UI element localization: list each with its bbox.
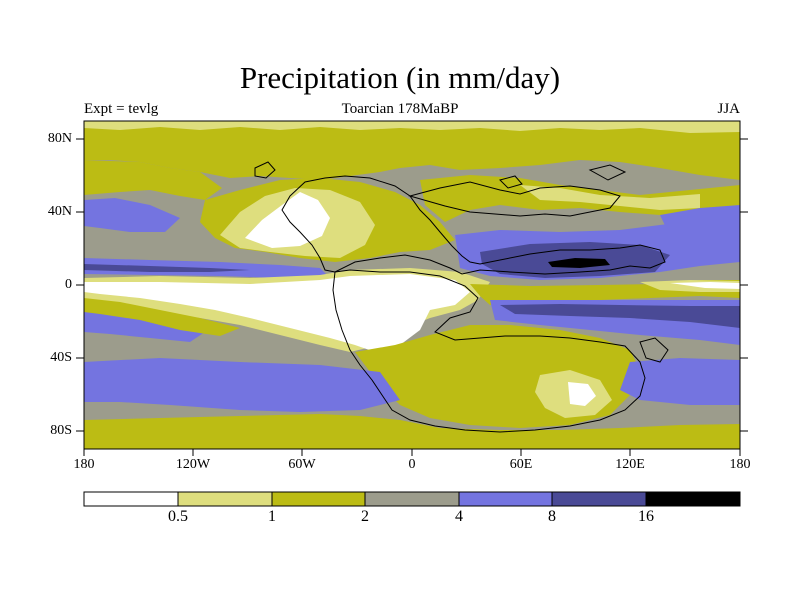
colorbar-label-8: 8 (548, 508, 556, 525)
colorbar-label-16: 16 (638, 508, 654, 525)
field-tethys-black (548, 258, 610, 268)
period-label: Toarcian 178MaBP (341, 101, 459, 117)
lat-label-40n: 40N (47, 204, 72, 219)
field-southwest-olive (84, 298, 240, 336)
colorbar-box (177, 491, 273, 507)
coastlines (254, 161, 669, 433)
field-south-midlat-blue (84, 358, 400, 412)
lon-label-120e: 120E (615, 457, 645, 472)
lon-label-120w: 120W (175, 457, 211, 472)
colorbar-box (458, 491, 553, 507)
field-southwest-blue (84, 310, 205, 342)
season-label: JJA (717, 101, 740, 117)
field-equator-white-east (670, 282, 740, 289)
colorbar-label-1: 1 (268, 508, 276, 525)
lon-label-60e: 60E (509, 457, 533, 472)
field-equator-white (84, 274, 470, 352)
lon-label-180w: 180 (73, 457, 95, 472)
lon-label-0: 0 (408, 457, 416, 472)
experiment-label: Expt = tevlg (84, 101, 159, 117)
axis-ticks (76, 138, 748, 456)
lon-label-180e: 180 (729, 457, 751, 472)
field-north-light (84, 121, 740, 133)
field-asia-light (520, 185, 700, 210)
colorbar-box (83, 491, 179, 507)
colorbar-label-0-5: 0.5 (168, 508, 188, 525)
field-north-olive (84, 121, 740, 180)
field-south-east-blue (620, 358, 740, 405)
map-title: Precipitation (in mm/day) (239, 60, 561, 95)
colorbar-label-4: 4 (455, 508, 463, 525)
field-north-blue-east (660, 205, 740, 240)
field-laurasia-white (245, 192, 330, 248)
field-gondwana-white (568, 382, 596, 406)
field-north-blue-west (84, 198, 180, 232)
lat-label-0: 0 (65, 277, 72, 292)
lat-label-80s: 80S (50, 423, 72, 438)
colorbar-box (364, 491, 460, 507)
lat-label-80n: 80N (47, 131, 72, 146)
colorbar-box (551, 491, 647, 507)
field-northwest-olive (84, 160, 222, 200)
field-south-dark-band (500, 304, 740, 328)
field-south-olive (84, 414, 740, 449)
map-field (84, 121, 740, 449)
lon-label-60w: 60W (288, 457, 316, 472)
coast-asia-north (408, 181, 621, 217)
colorbar-label-2: 2 (361, 508, 369, 525)
coast-arctic-islands (254, 161, 627, 189)
coast-gondwana (332, 269, 646, 433)
field-itcz-north-dark (84, 264, 250, 272)
coast-southeast-island (639, 337, 669, 363)
colorbar-box (645, 491, 741, 507)
lat-label-40s: 40S (50, 350, 72, 365)
colorbar-box (271, 491, 366, 507)
colorbar (83, 491, 741, 507)
